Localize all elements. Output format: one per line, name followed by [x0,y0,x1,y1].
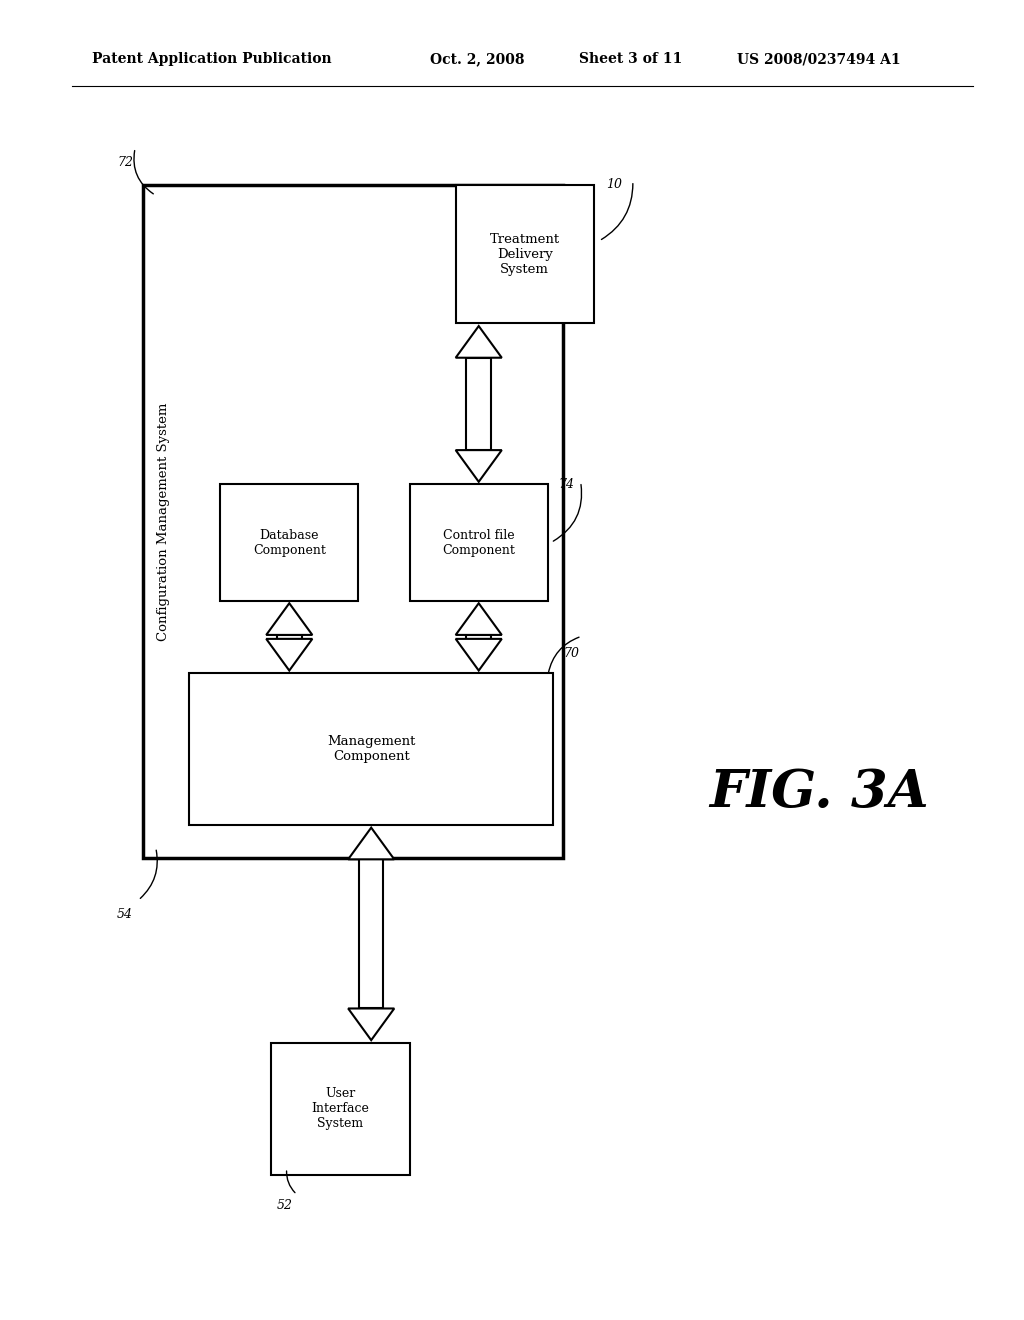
Polygon shape [266,603,312,635]
Text: 74: 74 [558,478,574,491]
Text: US 2008/0237494 A1: US 2008/0237494 A1 [737,53,901,66]
Text: Control file
Component: Control file Component [442,528,515,557]
Text: FIG. 3A: FIG. 3A [710,767,929,817]
Text: Management
Component: Management Component [327,735,416,763]
Polygon shape [456,326,502,358]
Text: User
Interface
System: User Interface System [311,1088,370,1130]
FancyBboxPatch shape [271,1043,410,1175]
Text: Database
Component: Database Component [253,528,326,557]
Polygon shape [456,603,502,635]
Bar [276,635,301,639]
Text: Oct. 2, 2008: Oct. 2, 2008 [430,53,524,66]
Polygon shape [456,450,502,482]
Text: Treatment
Delivery
System: Treatment Delivery System [489,232,560,276]
FancyBboxPatch shape [143,185,563,858]
Text: Sheet 3 of 11: Sheet 3 of 11 [579,53,682,66]
Polygon shape [348,828,394,859]
Text: Configuration Management System: Configuration Management System [158,403,170,640]
Bar [467,635,492,639]
FancyBboxPatch shape [410,484,548,601]
Text: 72: 72 [117,156,133,169]
FancyBboxPatch shape [456,185,594,323]
Text: 52: 52 [276,1199,293,1212]
Text: Patent Application Publication: Patent Application Publication [92,53,332,66]
Text: 70: 70 [563,647,580,660]
Polygon shape [266,639,312,671]
Polygon shape [456,639,502,671]
Bar [358,859,383,1008]
Text: 54: 54 [117,908,133,921]
Bar [467,358,492,450]
FancyBboxPatch shape [220,484,358,601]
Text: 10: 10 [606,178,623,191]
Polygon shape [348,1008,394,1040]
FancyBboxPatch shape [189,673,553,825]
